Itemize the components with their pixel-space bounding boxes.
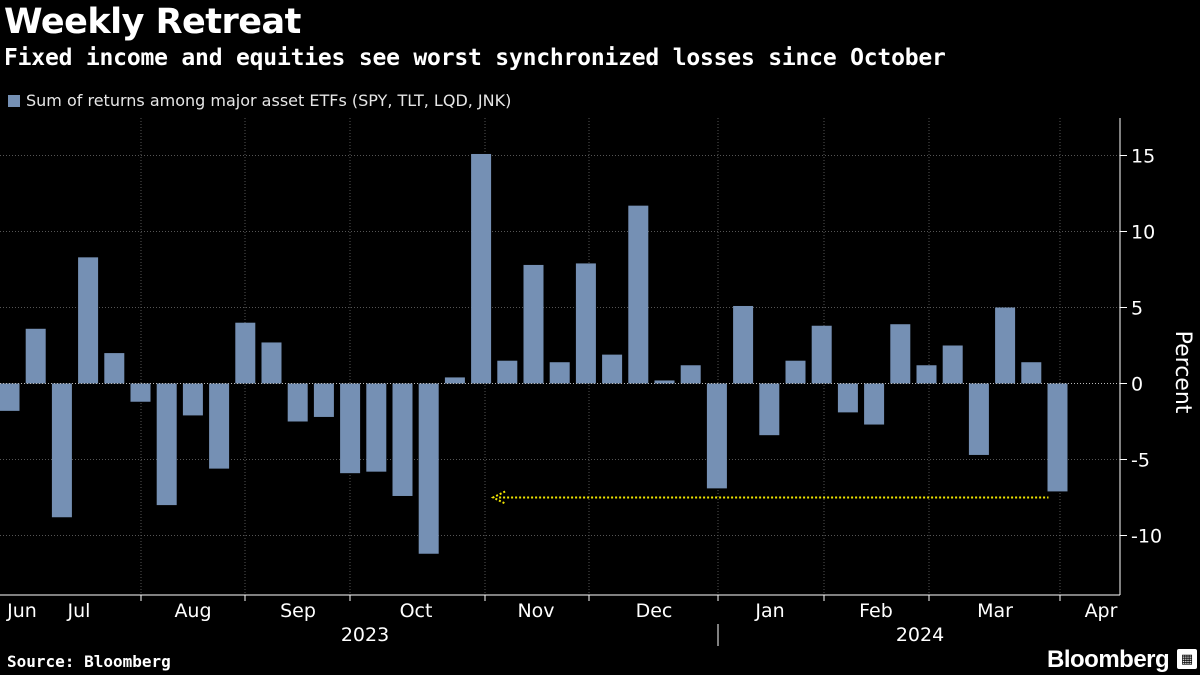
bar: [51, 383, 72, 518]
bar: [418, 383, 439, 554]
y-tick-label: 5: [1131, 298, 1143, 320]
bar: [0, 383, 20, 411]
bar: [156, 383, 177, 506]
y-tick-label: 0: [1131, 374, 1143, 396]
source-note: Source: Bloomberg: [7, 652, 171, 671]
bar: [340, 383, 361, 474]
bar: [968, 383, 989, 455]
bar: [313, 383, 334, 417]
bar: [444, 377, 465, 384]
x-year-label: 2024: [896, 624, 944, 646]
bar: [628, 205, 649, 384]
bar: [366, 383, 387, 472]
bar: [1021, 362, 1042, 384]
x-month-label: Nov: [517, 600, 554, 622]
bar: [995, 307, 1016, 384]
bar: [287, 383, 308, 422]
bar: [602, 354, 623, 384]
bar: [182, 383, 203, 416]
x-month-label: Sep: [280, 600, 316, 622]
bar: [235, 322, 256, 384]
bar: [916, 365, 937, 384]
bar: [78, 257, 99, 384]
legend-swatch: [8, 94, 20, 107]
bar: [1047, 383, 1068, 492]
bar: [25, 328, 46, 384]
bar: [549, 362, 570, 384]
x-month-label: Jun: [6, 600, 37, 622]
bar: [680, 365, 701, 384]
terminal-icon: ▦: [1177, 649, 1197, 669]
x-month-label: Oct: [400, 600, 433, 622]
bar: [392, 383, 413, 496]
bar: [130, 383, 151, 402]
bar: [104, 353, 125, 384]
y-tick-label: 15: [1131, 146, 1155, 168]
bar: [706, 383, 727, 489]
chart-title: Weekly Retreat: [4, 2, 301, 42]
x-month-label: Aug: [174, 600, 211, 622]
brand-logo: Bloomberg: [1047, 646, 1170, 673]
x-month-label: Jul: [67, 600, 91, 622]
x-month-label: Apr: [1085, 600, 1118, 622]
x-year-label: 2023: [341, 624, 389, 646]
bar: [471, 153, 492, 384]
bar: [209, 383, 230, 469]
bar: [261, 342, 282, 384]
y-tick-label: 10: [1131, 222, 1155, 244]
chart-subtitle: Fixed income and equities see worst sync…: [4, 45, 946, 71]
bar: [811, 325, 832, 384]
x-month-label: Mar: [977, 600, 1013, 622]
reference-arrowhead: [490, 490, 506, 505]
x-month-label: Dec: [636, 600, 673, 622]
y-tick-label: -5: [1131, 450, 1150, 472]
bar: [759, 383, 780, 436]
legend-label: Sum of returns among major asset ETFs (S…: [26, 91, 512, 110]
x-month-label: Feb: [859, 600, 893, 622]
bar: [864, 383, 885, 425]
bar: [575, 263, 596, 384]
legend: Sum of returns among major asset ETFs (S…: [8, 91, 511, 110]
bar: [523, 264, 544, 384]
bar: [837, 383, 858, 413]
bar: [890, 324, 911, 384]
bar: [733, 305, 754, 384]
bar: [785, 360, 806, 384]
y-tick-label: -10: [1131, 526, 1162, 548]
bar: [497, 360, 518, 384]
bar: [942, 345, 963, 384]
bar: [654, 380, 675, 384]
x-month-label: Jan: [754, 600, 784, 622]
y-axis-title: Percent: [1170, 331, 1195, 414]
